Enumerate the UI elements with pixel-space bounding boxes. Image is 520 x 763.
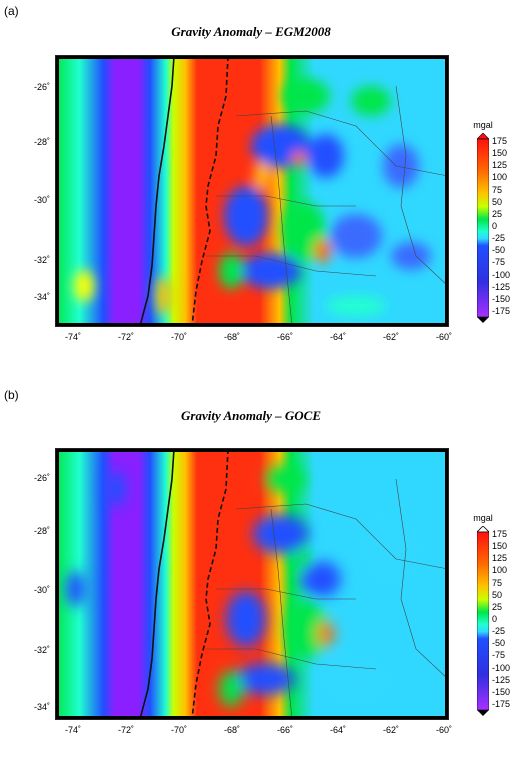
province-lines-b xyxy=(206,478,448,719)
panel-label-b: (b) xyxy=(4,388,19,402)
x-tick-label: -70˚ xyxy=(170,332,187,342)
colorbar-tick-label: 100 xyxy=(492,565,508,576)
x-tick-label: -66˚ xyxy=(276,332,293,342)
x-tick-label: -60˚ xyxy=(435,332,452,342)
panel-title-a: Gravity Anomaly – EGM2008 xyxy=(171,24,331,39)
colorbar-tick-label: -50 xyxy=(492,245,506,256)
gravity-map-goce xyxy=(55,448,449,720)
colorbar-tick-label: -75 xyxy=(492,257,506,268)
x-tick-label: -72˚ xyxy=(117,332,134,342)
colorbar-tick-label: 150 xyxy=(492,148,508,159)
colorbar-unit: mgal xyxy=(473,513,493,523)
panel-a: (a) Gravity Anomaly – EGM2008 xyxy=(0,0,520,380)
colorbar-tick-label: -100 xyxy=(492,662,511,673)
x-tick-label: -68˚ xyxy=(223,725,240,735)
coastline-b xyxy=(139,449,175,719)
x-tick-label: -64˚ xyxy=(329,725,346,735)
x-tick-label: -66˚ xyxy=(276,725,293,735)
y-tick-label: -26˚ xyxy=(33,82,50,92)
panel-title-b: Gravity Anomaly – GOCE xyxy=(181,408,321,423)
colorbar-tick-label: 125 xyxy=(492,160,508,171)
frame-ticks-b xyxy=(56,449,448,719)
frame-ticks-a xyxy=(56,56,448,326)
colorbar-tick-label: 125 xyxy=(492,553,508,564)
y-tick-label: -32˚ xyxy=(33,255,50,265)
x-tick-label: -62˚ xyxy=(382,332,399,342)
colorbar-tick-label: 175 xyxy=(492,136,508,146)
gravity-map-egm2008 xyxy=(55,55,449,327)
panel-b: (b) Gravity Anomaly – GOCE xyxy=(0,380,520,763)
colorbar-tick-label: -175 xyxy=(492,306,511,316)
y-tick-label: -30˚ xyxy=(33,585,50,595)
colorbar-tick-label: -50 xyxy=(492,638,506,649)
colorbar-tick-label: 50 xyxy=(492,196,503,207)
x-tick-label: -62˚ xyxy=(382,725,399,735)
y-tick-label: -34˚ xyxy=(33,702,50,712)
colorbar-tick-label: 25 xyxy=(492,208,503,219)
colorbar-tick-label: -75 xyxy=(492,650,506,661)
colorbar-tick-label: -175 xyxy=(492,699,511,709)
colorbar-tick-label: 75 xyxy=(492,577,503,588)
y-tick-label: -32˚ xyxy=(33,645,50,655)
colorbar-tick-label: -25 xyxy=(492,626,506,637)
colorbar-tick-label: -25 xyxy=(492,233,506,244)
y-tick-label: -28˚ xyxy=(33,137,50,147)
colorbar-unit: mgal xyxy=(473,120,493,130)
y-tick-label: -34˚ xyxy=(33,292,50,302)
colorbar-tick-label: -125 xyxy=(492,674,511,685)
colorbar-tick-label: 75 xyxy=(492,184,503,195)
colorbar-tick-label: -100 xyxy=(492,269,511,280)
colorbar-tick-label: -150 xyxy=(492,293,511,304)
colorbar-a xyxy=(477,133,489,323)
colorbar-tick-label: -125 xyxy=(492,281,511,292)
coastline-a xyxy=(139,56,175,326)
x-tick-label: -74˚ xyxy=(64,725,81,735)
colorbar-tick-label: 150 xyxy=(492,541,508,552)
colorbar-tick-label: -150 xyxy=(492,686,511,697)
x-tick-label: -68˚ xyxy=(223,332,240,342)
colorbar-tick-label: 100 xyxy=(492,172,508,183)
colorbar-tick-label: 0 xyxy=(492,614,498,624)
x-tick-label: -64˚ xyxy=(329,332,346,342)
panel-label-a: (a) xyxy=(4,4,19,18)
colorbar-tick-label: 175 xyxy=(492,529,508,539)
y-tick-label: -26˚ xyxy=(33,473,50,483)
anomaly-blobs-a xyxy=(74,78,431,316)
x-tick-label: -60˚ xyxy=(435,725,452,735)
colorbar-b xyxy=(477,526,489,716)
x-tick-label: -74˚ xyxy=(64,332,81,342)
province-lines-a xyxy=(206,85,448,326)
colorbar-tick-label: 0 xyxy=(492,221,498,231)
y-tick-label: -28˚ xyxy=(33,526,50,536)
anomaly-blobs-b xyxy=(66,465,413,707)
y-tick-label: -30˚ xyxy=(33,195,50,205)
x-tick-label: -72˚ xyxy=(117,725,134,735)
colorbar-tick-label: 50 xyxy=(492,589,503,600)
x-tick-label: -70˚ xyxy=(170,725,187,735)
colorbar-tick-label: 25 xyxy=(492,601,503,612)
